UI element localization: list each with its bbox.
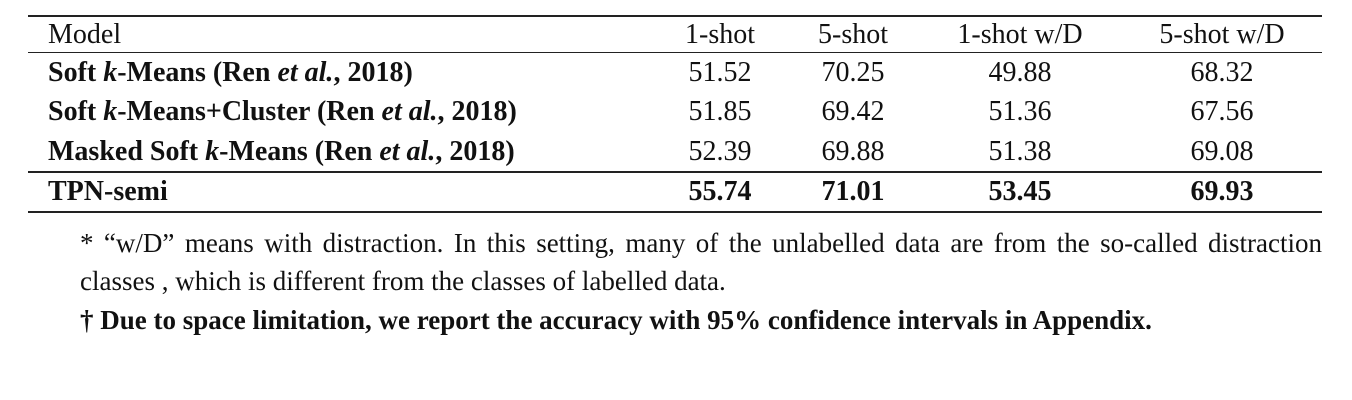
model-name-part: , 2018) (437, 96, 517, 127)
value-cell: 55.74 (688, 176, 752, 207)
header-cell: 5-shot (818, 19, 888, 50)
model-name-part: -Means (Ren (117, 57, 278, 88)
header-cell: 1-shot (685, 19, 755, 50)
header-rule (28, 52, 1322, 53)
model-name-part: Soft (48, 57, 104, 88)
value-cell: 69.42 (821, 96, 885, 127)
model-name-part: -Means (Ren (219, 136, 380, 167)
model-name-part: , 2018) (333, 57, 413, 88)
header-cell: 5-shot w/D (1159, 19, 1285, 50)
value-cell: 51.36 (988, 96, 1052, 127)
value-cell: 51.52 (688, 57, 752, 88)
mid-rule (28, 171, 1322, 173)
footnote: † Due to space limitation, we report the… (80, 305, 1152, 335)
value-cell: 51.85 (688, 96, 752, 127)
value-cell: 69.88 (821, 136, 885, 167)
model-name: Soft k-Means (Ren et al., 2018) (48, 55, 413, 91)
bottom-rule (28, 211, 1322, 213)
value-cell: 53.45 (988, 176, 1052, 207)
model-name-part: et al. (277, 57, 334, 88)
value-cell: 68.32 (1190, 57, 1254, 88)
top-rule (28, 15, 1322, 17)
footnote: * “w/D” means with distraction. In this … (80, 228, 1322, 296)
value-cell: 71.01 (821, 176, 885, 207)
header-cell: Model (48, 19, 122, 50)
header-cell: 1-shot w/D (957, 19, 1083, 50)
model-name-part: , 2018) (435, 136, 515, 167)
model-name-part: k (103, 57, 118, 88)
model-name-part: et al. (379, 136, 436, 167)
value-cell: 49.88 (988, 57, 1052, 88)
value-cell: 51.38 (988, 136, 1052, 167)
value-cell: 67.56 (1190, 96, 1254, 127)
model-name-part: TPN-semi (48, 176, 168, 207)
model-name-part: k (103, 96, 118, 127)
model-name-part: Masked Soft (48, 136, 206, 167)
model-name: Soft k-Means+Cluster (Ren et al., 2018) (48, 94, 517, 130)
model-name: Masked Soft k-Means (Ren et al., 2018) (48, 134, 515, 170)
value-cell: 69.93 (1190, 176, 1254, 207)
value-cell: 52.39 (688, 136, 752, 167)
model-name-part: -Means+Cluster (Ren (117, 96, 382, 127)
model-name: TPN-semi (48, 174, 168, 210)
model-name-part: Soft (48, 96, 104, 127)
value-cell: 70.25 (821, 57, 885, 88)
value-cell: 69.08 (1190, 136, 1254, 167)
model-name-part: k (205, 136, 220, 167)
model-name-part: et al. (381, 96, 438, 127)
